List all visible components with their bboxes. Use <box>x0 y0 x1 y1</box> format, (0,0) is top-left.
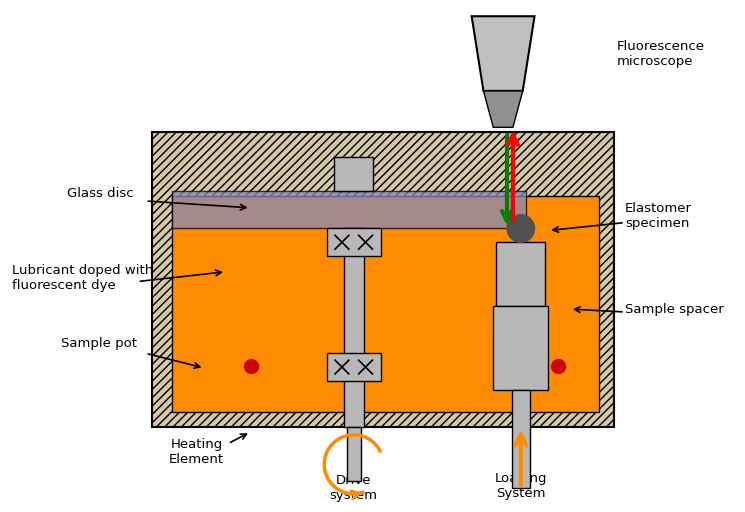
Text: Heating
Element: Heating Element <box>169 438 224 465</box>
Text: Elastomer
specimen: Elastomer specimen <box>625 202 692 230</box>
Text: Sample spacer: Sample spacer <box>625 303 723 315</box>
Bar <box>496 242 545 306</box>
Polygon shape <box>484 91 523 127</box>
Bar <box>334 157 373 191</box>
Bar <box>172 191 526 228</box>
Bar <box>512 390 530 488</box>
Bar <box>327 228 381 256</box>
Text: Lubricant doped with
fluorescent dye: Lubricant doped with fluorescent dye <box>12 264 153 292</box>
Bar <box>327 353 381 381</box>
Bar <box>172 196 600 412</box>
Bar <box>344 228 364 427</box>
Text: Drive
system: Drive system <box>330 474 378 502</box>
Text: Fluorescence
microscope: Fluorescence microscope <box>617 39 705 68</box>
Bar <box>493 306 548 390</box>
Text: Glass disc: Glass disc <box>67 186 133 200</box>
Bar <box>347 427 361 481</box>
Circle shape <box>507 215 535 242</box>
Bar <box>152 132 614 427</box>
Text: Loading
System: Loading System <box>495 472 547 500</box>
Text: Sample pot: Sample pot <box>61 337 137 350</box>
Polygon shape <box>472 16 535 91</box>
